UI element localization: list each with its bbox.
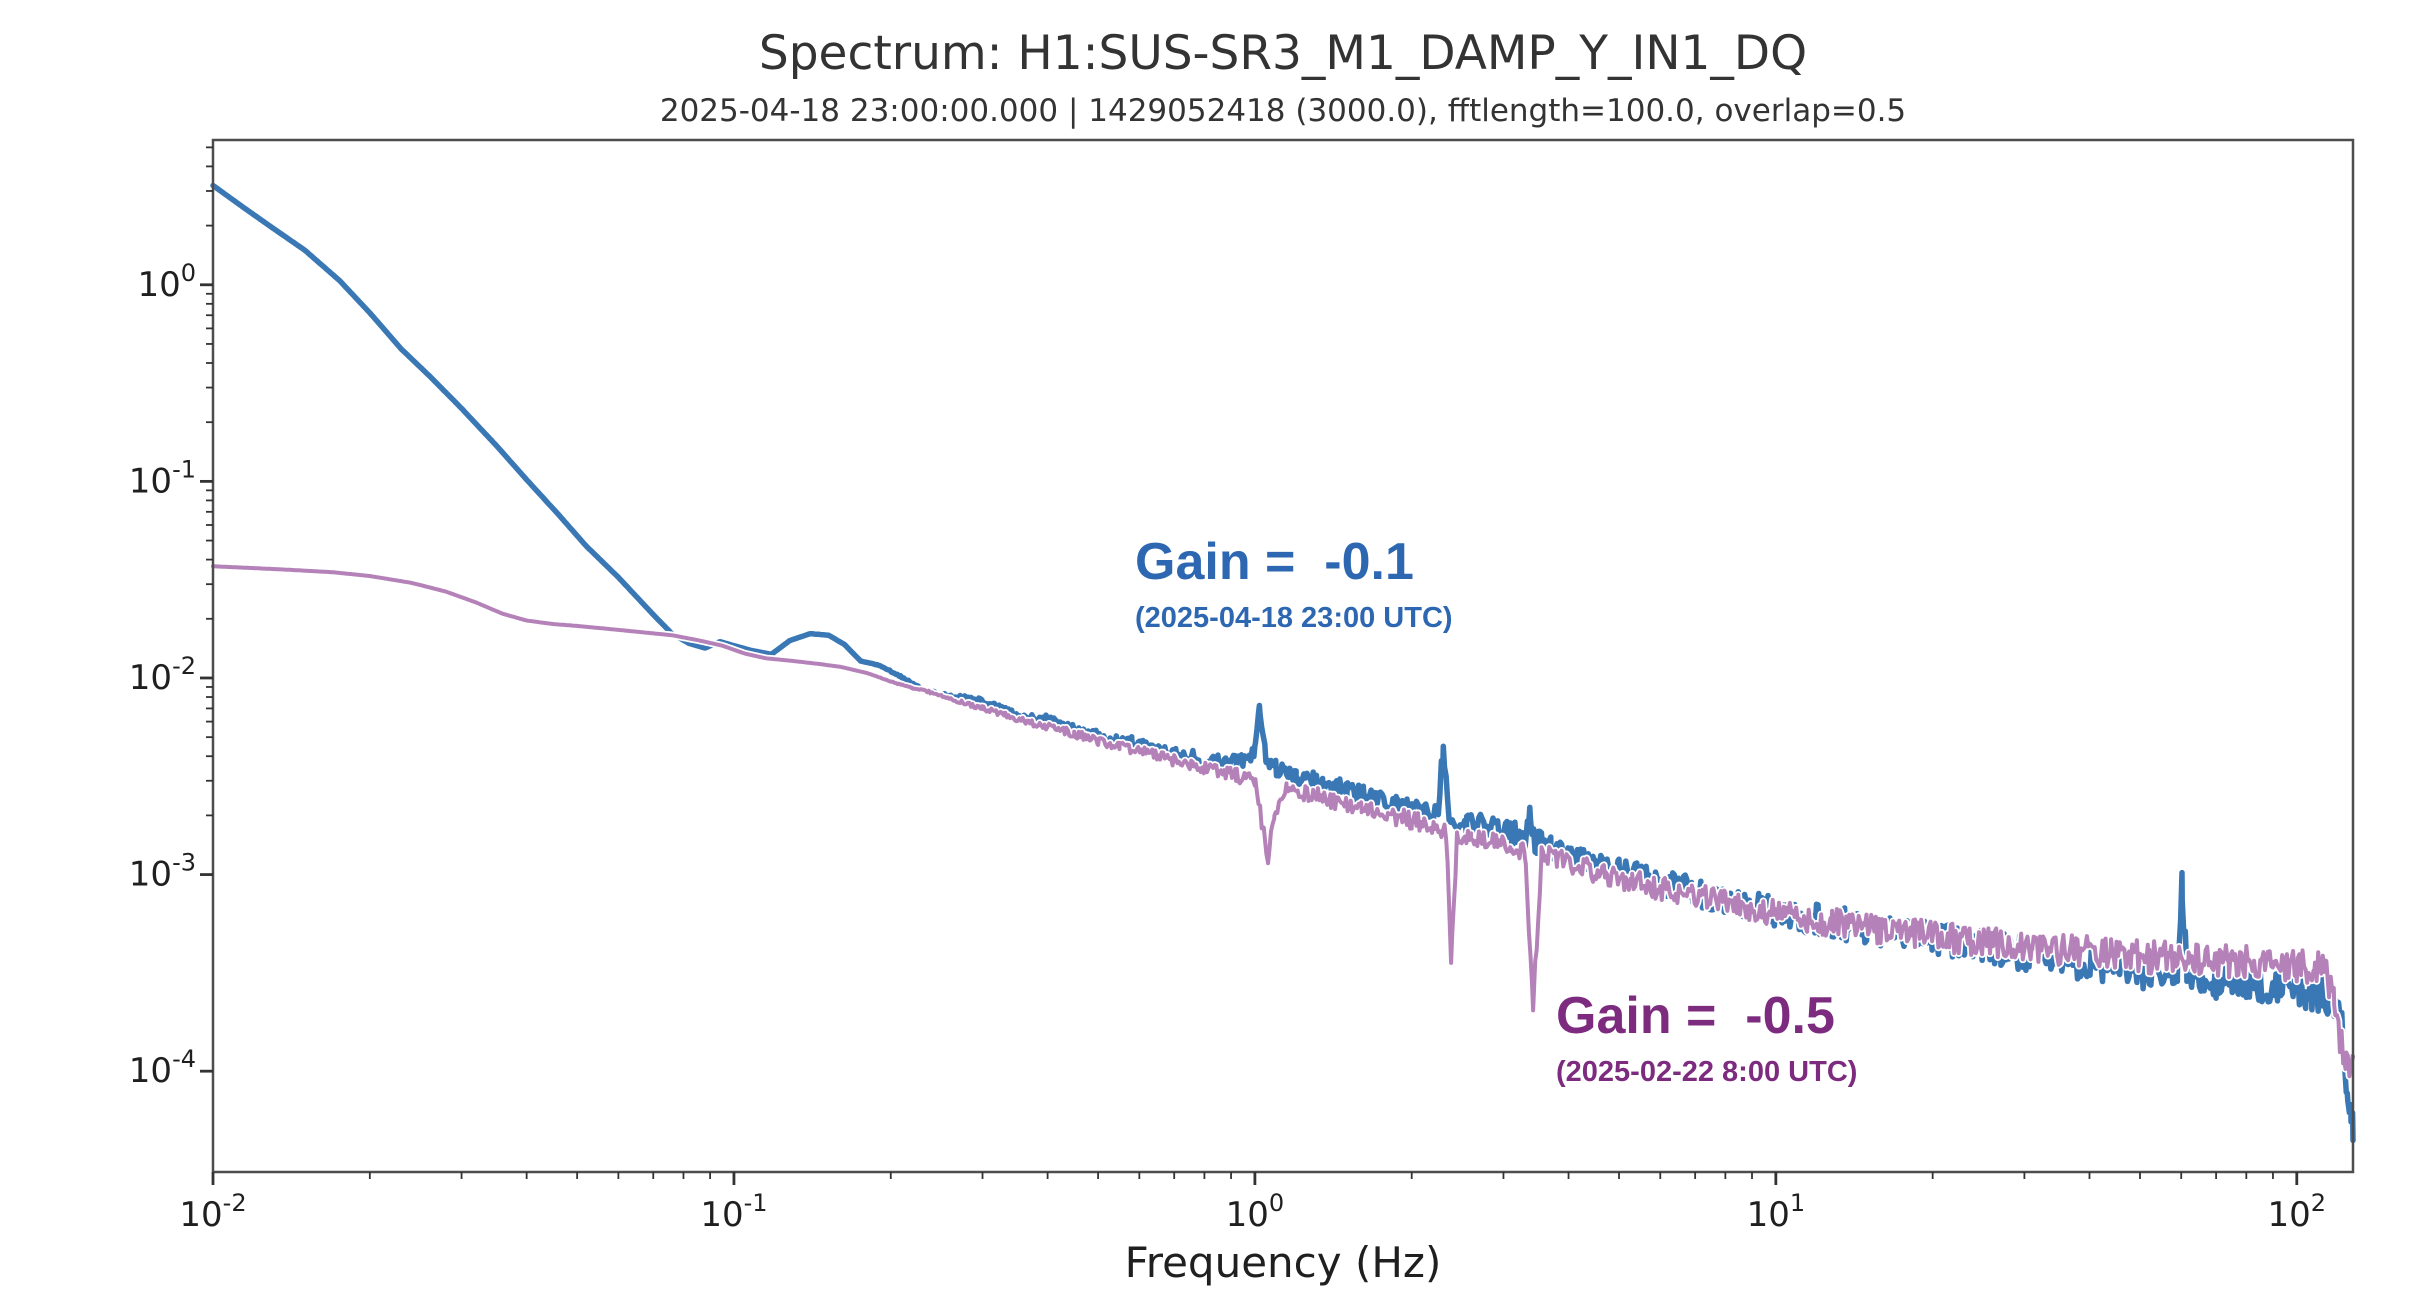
y-tick-label: 10-3 bbox=[129, 849, 196, 895]
x-tick-label: 100 bbox=[1226, 1189, 1285, 1235]
x-tick-label: 10-2 bbox=[179, 1189, 246, 1235]
y-tick-label: 100 bbox=[137, 259, 196, 305]
y-tick-label: 10-4 bbox=[129, 1045, 196, 1091]
chart-title: Spectrum: H1:SUS-SR3_M1_DAMP_Y_IN1_DQ bbox=[758, 26, 1808, 81]
x-axis-label: Frequency (Hz) bbox=[1124, 1238, 1442, 1287]
y-tick-label: 10-1 bbox=[129, 455, 196, 501]
series-line-gain--0.1 bbox=[210, 182, 2356, 1144]
x-tick-label: 102 bbox=[2268, 1189, 2327, 1235]
annotation-gain-purple: Gain = -0.5 (2025-02-22 8:00 UTC) bbox=[1556, 986, 1857, 1089]
annotation-gain-blue: Gain = -0.1 (2025-04-18 23:00 UTC) bbox=[1135, 532, 1453, 635]
plot-spines bbox=[211, 138, 2355, 1174]
annotation-gain-purple-label: Gain = -0.5 bbox=[1556, 987, 1835, 1045]
annotation-gain-blue-date: (2025-04-18 23:00 UTC) bbox=[1135, 602, 1453, 634]
series-halo-0 bbox=[208, 180, 2358, 1146]
annotation-gain-blue-label: Gain = -0.1 bbox=[1135, 533, 1414, 591]
chart-subtitle: 2025-04-18 23:00:00.000 | 1429052418 (30… bbox=[659, 93, 1907, 129]
x-tick-label: 101 bbox=[1747, 1189, 1806, 1235]
series-halo-1 bbox=[209, 562, 2357, 1080]
x-tick-label: 10-1 bbox=[700, 1189, 767, 1235]
series-line-gain--0.5 bbox=[211, 564, 2355, 1079]
y-tick-label: 10-2 bbox=[129, 652, 196, 698]
annotation-gain-purple-date: (2025-02-22 8:00 UTC) bbox=[1556, 1056, 1858, 1088]
